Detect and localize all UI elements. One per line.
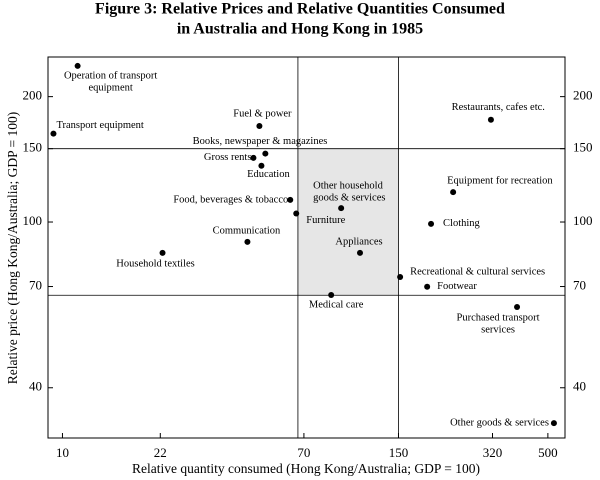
point-label: Household textiles xyxy=(116,258,194,269)
point-label: Communication xyxy=(213,225,281,236)
point-label: Medical care xyxy=(309,299,364,310)
point xyxy=(258,162,265,169)
point xyxy=(397,273,404,280)
point xyxy=(487,116,494,123)
point xyxy=(428,220,435,227)
point xyxy=(50,130,57,137)
point xyxy=(356,249,363,256)
y-tick-label: 100 xyxy=(23,213,43,228)
point-label: Restaurants, cafes etc. xyxy=(452,102,545,113)
x-tick-label: 320 xyxy=(483,445,503,460)
chart-title: in Australia and Hong Kong in 1985 xyxy=(177,21,423,38)
y-tick-label: 200 xyxy=(573,88,593,103)
point-label: Transport equipment xyxy=(56,120,143,131)
y-tick-label: 40 xyxy=(29,379,42,394)
y-tick-label: 40 xyxy=(573,379,586,394)
x-tick-label: 500 xyxy=(538,445,558,460)
point-label: Books, newspaper & magazines xyxy=(193,136,328,147)
point xyxy=(514,304,521,311)
y-tick-label: 100 xyxy=(573,213,593,228)
y-axis-label: Relative price (Hong Kong/Australia; GDP… xyxy=(5,112,20,385)
point-label: Purchased transport xyxy=(456,312,539,323)
point xyxy=(250,154,257,161)
plot-frame xyxy=(47,56,566,439)
x-tick-label: 150 xyxy=(389,445,409,460)
point xyxy=(424,283,431,290)
point xyxy=(550,420,557,427)
point-label: Operation of transport xyxy=(64,70,157,81)
point xyxy=(74,62,81,69)
point-label: equipment xyxy=(88,82,132,93)
point xyxy=(262,150,269,157)
point xyxy=(293,210,300,217)
point-label: Recreational & cultural services xyxy=(410,266,545,277)
point-label: Education xyxy=(247,169,290,180)
point xyxy=(159,249,166,256)
point-label: Fuel & power xyxy=(233,108,292,119)
x-axis-label: Relative quantity consumed (Hong Kong/Au… xyxy=(132,461,480,476)
point-label: Food, beverages & tobacco xyxy=(173,194,288,205)
point xyxy=(450,189,457,196)
x-tick-label: 22 xyxy=(154,445,167,460)
x-tick-label: 10 xyxy=(56,445,69,460)
point-label: Other goods & services xyxy=(450,418,549,429)
point-label: Clothing xyxy=(443,218,481,229)
chart-title: Figure 3: Relative Prices and Relative Q… xyxy=(95,1,505,18)
y-tick-label: 150 xyxy=(23,140,43,155)
y-tick-label: 150 xyxy=(573,140,593,155)
point xyxy=(338,205,345,212)
point-label: Gross rents xyxy=(204,152,252,163)
y-tick-label: 70 xyxy=(29,278,42,293)
point xyxy=(287,196,294,203)
point xyxy=(328,292,335,299)
point xyxy=(244,238,251,245)
x-tick-label: 70 xyxy=(297,445,310,460)
point-label: Footwear xyxy=(437,281,477,292)
point-label: Equipment for recreation xyxy=(447,175,553,186)
point-label: services xyxy=(481,324,515,335)
reference-box xyxy=(297,148,399,296)
point-label: Appliances xyxy=(335,236,382,247)
point xyxy=(256,123,263,130)
point-label: Other household xyxy=(313,181,383,192)
y-tick-label: 200 xyxy=(23,88,43,103)
point-label: goods & services xyxy=(313,193,385,204)
y-tick-label: 70 xyxy=(573,278,586,293)
point-label: Furniture xyxy=(306,215,345,226)
